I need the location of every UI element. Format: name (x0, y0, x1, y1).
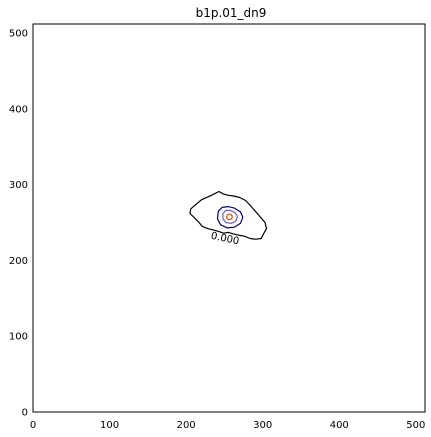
x-tick-label: 400 (330, 420, 349, 431)
y-tick-label: 0 (22, 408, 28, 419)
x-tick-label: 500 (406, 420, 425, 431)
contour-line-3 (226, 213, 233, 221)
contour-line-0 (189, 190, 268, 240)
plot-area: 0.000 (32, 23, 426, 413)
contour-line-1 (216, 206, 244, 229)
y-tick-label: 500 (9, 29, 28, 40)
x-tick-label: 0 (30, 420, 36, 431)
plot-frame (32, 23, 426, 413)
y-tick-label: 300 (9, 180, 28, 191)
chart-title: b1p.01_dn9 (196, 6, 267, 20)
contour-line-2 (222, 209, 238, 224)
x-tick-label: 100 (100, 420, 119, 431)
y-tick-label: 200 (9, 256, 28, 267)
x-tick-label: 200 (177, 420, 196, 431)
y-tick-label: 100 (9, 332, 28, 343)
x-tick-label: 300 (253, 420, 272, 431)
y-tick-label: 400 (9, 104, 28, 115)
